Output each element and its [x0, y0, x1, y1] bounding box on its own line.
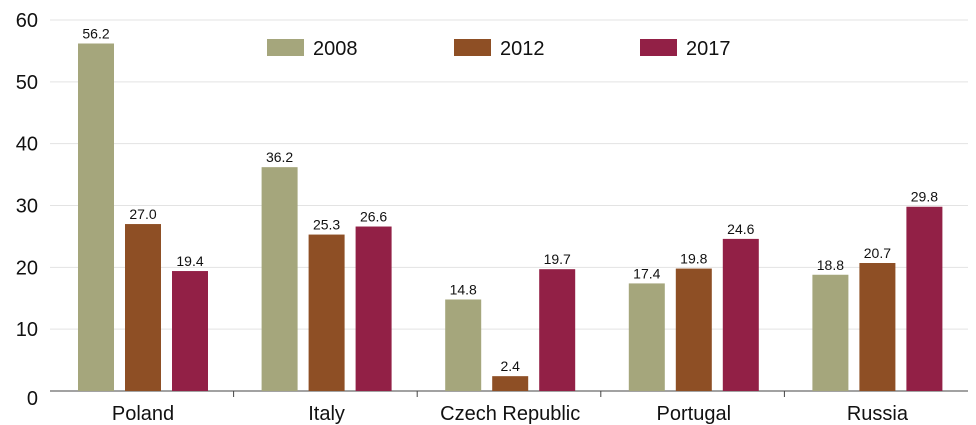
y-tick-label: 60	[16, 10, 38, 32]
data-label: 56.2	[82, 25, 109, 41]
x-category-label: Czech Republic	[440, 403, 580, 425]
x-category-label: Russia	[847, 403, 909, 425]
data-label: 17.4	[633, 265, 660, 281]
legend-swatch-2012	[454, 39, 491, 56]
bar-czech-republic-2008	[445, 299, 482, 391]
bar-poland-2012	[125, 224, 161, 391]
x-category-label: Poland	[112, 403, 174, 425]
legend-swatch-2017	[640, 39, 677, 56]
legend-label-2008: 2008	[313, 38, 358, 60]
bar-czech-republic-2017	[539, 269, 576, 391]
x-category-label: Portugal	[657, 403, 732, 425]
y-tick-label: 40	[16, 134, 38, 156]
bar-czech-republic-2012	[492, 376, 529, 391]
data-label: 25.3	[313, 217, 340, 233]
bar-italy-2017	[355, 226, 392, 391]
bar-portugal-2012	[675, 268, 712, 391]
bar-portugal-2017	[722, 238, 759, 391]
data-label: 14.8	[450, 281, 477, 297]
bar-italy-2012	[308, 234, 345, 391]
y-tick-label: 10	[16, 319, 38, 341]
bar-portugal-2008	[628, 283, 665, 391]
x-category-label: Italy	[308, 403, 345, 425]
data-label: 19.4	[176, 253, 203, 269]
data-label: 26.6	[360, 209, 387, 225]
data-label: 24.6	[727, 221, 754, 237]
y-tick-label: 20	[16, 257, 38, 279]
axes: 0 10 20 30 40 50 60 Poland Italy Czech Republic Po…	[16, 10, 968, 425]
data-label: 2.4	[500, 358, 520, 374]
y-tick-label: 0	[27, 388, 38, 410]
bar-poland-2008	[78, 43, 114, 391]
data-label: 20.7	[864, 245, 891, 261]
bar-russia-2008	[812, 274, 849, 391]
data-label: 19.8	[680, 251, 707, 267]
data-label: 36.2	[266, 149, 293, 165]
data-label: 19.7	[544, 251, 571, 267]
data-label: 18.8	[817, 257, 844, 273]
legend-label-2017: 2017	[686, 38, 731, 60]
legend-label-2012: 2012	[500, 38, 545, 60]
legend-swatch-2008	[267, 39, 304, 56]
data-labels: 56.2 27.0 19.4 36.2 25.3 26.6 14.8 2.4 19.7 17.4 1…	[82, 25, 938, 374]
bar-russia-2017	[906, 206, 943, 391]
y-tick-label: 30	[16, 196, 38, 218]
legend: 2008 2012 2017	[267, 38, 731, 60]
bar-poland-2017	[172, 271, 208, 391]
bar-russia-2012	[859, 263, 896, 391]
bars	[78, 43, 943, 391]
data-label: 27.0	[129, 206, 156, 222]
data-label: 29.8	[911, 189, 938, 205]
bar-italy-2008	[261, 167, 298, 391]
y-tick-label: 50	[16, 72, 38, 94]
